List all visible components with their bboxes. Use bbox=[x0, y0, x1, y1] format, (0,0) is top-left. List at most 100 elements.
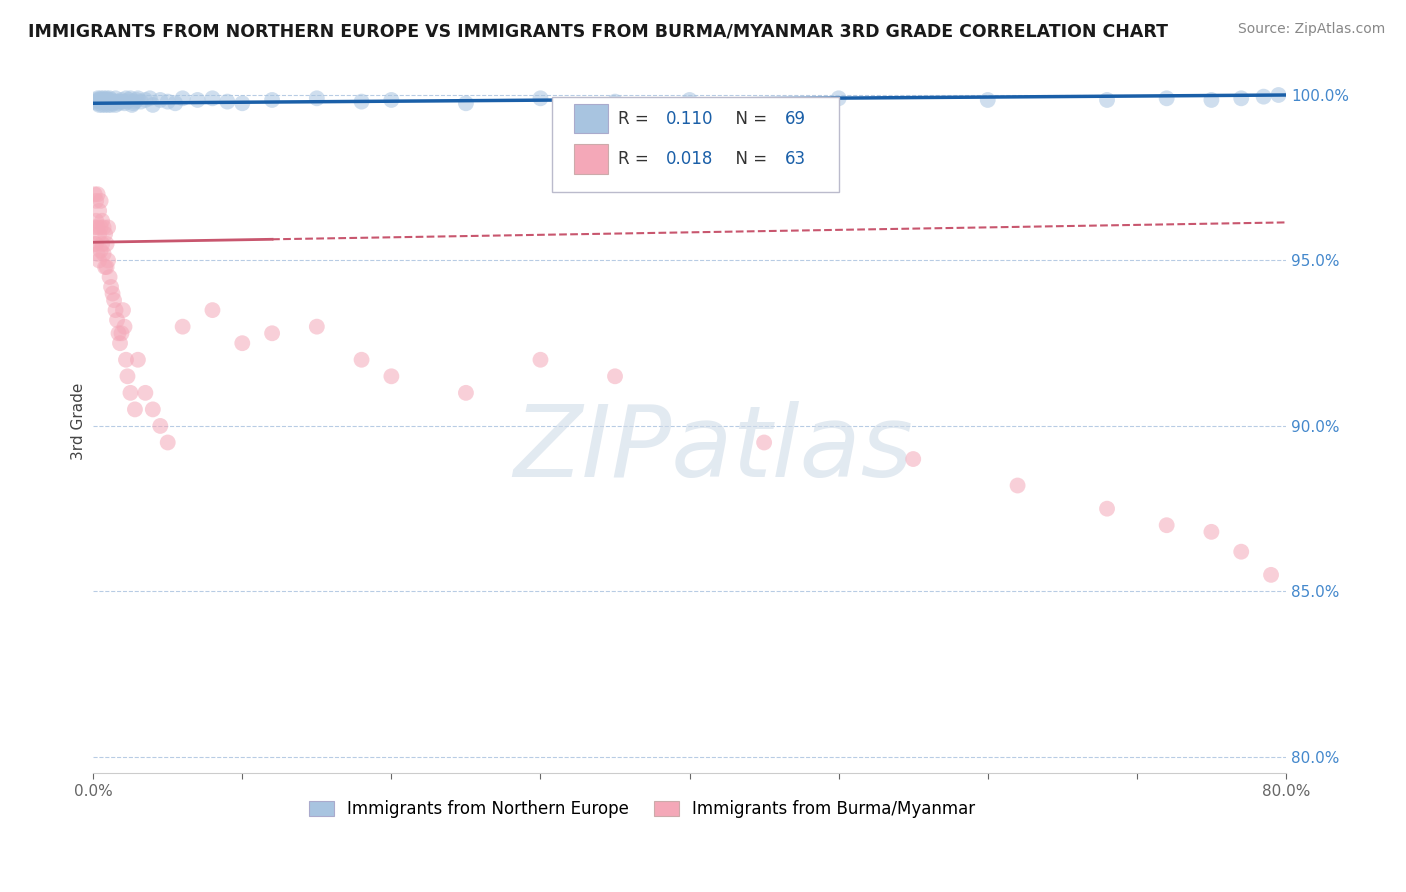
Point bbox=[114, 96, 136, 111]
Point bbox=[103, 293, 125, 308]
Point bbox=[121, 98, 143, 112]
Point bbox=[149, 93, 172, 107]
Point bbox=[142, 98, 165, 112]
Point bbox=[380, 93, 402, 107]
Point bbox=[90, 244, 112, 258]
Point bbox=[120, 91, 142, 105]
Point bbox=[305, 319, 328, 334]
Point bbox=[380, 369, 402, 384]
Point bbox=[97, 98, 120, 112]
Point bbox=[94, 98, 117, 112]
Text: N =: N = bbox=[725, 150, 773, 168]
Text: Source: ZipAtlas.com: Source: ZipAtlas.com bbox=[1237, 22, 1385, 37]
Point bbox=[110, 326, 132, 341]
Point bbox=[752, 435, 775, 450]
Point bbox=[93, 220, 115, 235]
Point bbox=[134, 385, 156, 400]
Point bbox=[90, 194, 112, 208]
Point bbox=[83, 220, 105, 235]
Point bbox=[1095, 501, 1118, 516]
Point bbox=[86, 96, 108, 111]
Point bbox=[90, 91, 112, 105]
Point bbox=[1095, 93, 1118, 107]
Point bbox=[84, 93, 107, 107]
Point bbox=[83, 187, 105, 202]
Point bbox=[107, 326, 129, 341]
Text: IMMIGRANTS FROM NORTHERN EUROPE VS IMMIGRANTS FROM BURMA/MYANMAR 3RD GRADE CORRE: IMMIGRANTS FROM NORTHERN EUROPE VS IMMIG… bbox=[28, 22, 1168, 40]
Text: 69: 69 bbox=[785, 110, 806, 128]
Point bbox=[101, 96, 124, 111]
Point bbox=[100, 93, 122, 107]
Point bbox=[149, 419, 172, 434]
Text: R =: R = bbox=[619, 110, 654, 128]
Text: 0.110: 0.110 bbox=[665, 110, 713, 128]
Point bbox=[1267, 87, 1289, 102]
Point bbox=[108, 95, 131, 109]
Point bbox=[117, 95, 139, 109]
Point bbox=[603, 369, 626, 384]
Point bbox=[454, 385, 477, 400]
Legend: Immigrants from Northern Europe, Immigrants from Burma/Myanmar: Immigrants from Northern Europe, Immigra… bbox=[302, 794, 981, 825]
Point bbox=[124, 95, 146, 109]
Point bbox=[217, 95, 239, 109]
Point bbox=[105, 95, 128, 109]
Point bbox=[86, 91, 108, 105]
Text: R =: R = bbox=[619, 150, 654, 168]
Point bbox=[93, 95, 115, 109]
Point bbox=[89, 227, 111, 241]
Text: 0.018: 0.018 bbox=[665, 150, 713, 168]
Point bbox=[91, 98, 114, 112]
Point bbox=[350, 95, 373, 109]
Point bbox=[105, 313, 128, 327]
FancyBboxPatch shape bbox=[574, 144, 609, 174]
Point bbox=[201, 91, 224, 105]
Point bbox=[91, 236, 114, 251]
Point bbox=[350, 352, 373, 367]
Point bbox=[529, 352, 551, 367]
Point bbox=[114, 319, 136, 334]
Point bbox=[139, 91, 162, 105]
Point bbox=[107, 96, 129, 111]
Text: N =: N = bbox=[725, 110, 773, 128]
Point bbox=[977, 93, 1000, 107]
Point bbox=[96, 91, 118, 105]
Point bbox=[156, 95, 179, 109]
Point bbox=[89, 203, 111, 218]
Point bbox=[678, 93, 700, 107]
Point bbox=[90, 220, 112, 235]
Point bbox=[156, 435, 179, 450]
Point bbox=[1260, 567, 1282, 582]
Point bbox=[101, 286, 124, 301]
Point bbox=[96, 260, 118, 274]
Point bbox=[94, 93, 117, 107]
Point bbox=[118, 93, 141, 107]
Point bbox=[1201, 93, 1223, 107]
Point bbox=[129, 95, 152, 109]
Point bbox=[827, 91, 849, 105]
Point bbox=[90, 95, 112, 109]
Point bbox=[111, 303, 134, 318]
Point bbox=[1230, 91, 1253, 105]
Point bbox=[262, 326, 284, 341]
Point bbox=[83, 236, 105, 251]
Point bbox=[91, 213, 114, 227]
Point bbox=[142, 402, 165, 417]
Point bbox=[134, 93, 156, 107]
Point bbox=[124, 402, 146, 417]
Point bbox=[125, 93, 148, 107]
Point bbox=[100, 280, 122, 294]
Point bbox=[454, 96, 477, 111]
Point bbox=[97, 93, 120, 107]
Point bbox=[111, 95, 134, 109]
Point bbox=[96, 95, 118, 109]
Point bbox=[103, 95, 125, 109]
Point bbox=[98, 91, 121, 105]
Point bbox=[231, 336, 253, 351]
Point bbox=[94, 227, 117, 241]
Point bbox=[89, 253, 111, 268]
Point bbox=[529, 91, 551, 105]
Point bbox=[97, 220, 120, 235]
Point bbox=[115, 91, 138, 105]
Point bbox=[305, 91, 328, 105]
Point bbox=[120, 385, 142, 400]
